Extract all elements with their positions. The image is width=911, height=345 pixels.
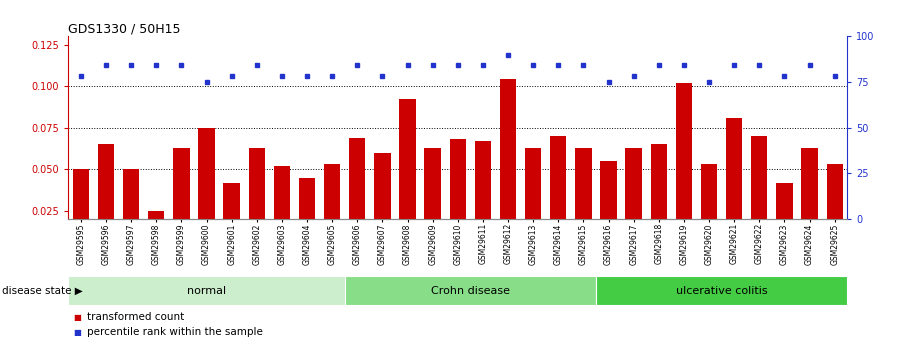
Text: Crohn disease: Crohn disease <box>431 286 510 296</box>
Bar <box>123 169 139 252</box>
Bar <box>752 136 767 252</box>
Text: normal: normal <box>187 286 226 296</box>
Bar <box>826 164 843 252</box>
Text: disease state ▶: disease state ▶ <box>2 286 83 296</box>
Bar <box>676 83 692 252</box>
Text: ulcerative colitis: ulcerative colitis <box>676 286 767 296</box>
Text: percentile rank within the sample: percentile rank within the sample <box>87 327 262 337</box>
Bar <box>199 128 215 252</box>
Bar <box>249 148 265 252</box>
Bar <box>550 136 567 252</box>
Bar <box>575 148 591 252</box>
Bar <box>344 276 596 305</box>
Bar <box>600 161 617 252</box>
Text: ■: ■ <box>73 313 81 322</box>
Bar <box>450 139 466 252</box>
Bar <box>701 164 717 252</box>
Bar <box>97 144 114 252</box>
Bar <box>299 178 315 252</box>
Bar <box>349 138 365 252</box>
Bar <box>525 148 541 252</box>
Bar <box>73 169 89 252</box>
Bar <box>223 183 240 252</box>
Bar <box>596 276 847 305</box>
Bar <box>650 144 667 252</box>
Bar <box>776 183 793 252</box>
Bar <box>148 211 164 252</box>
Bar <box>475 141 491 252</box>
Bar <box>324 164 341 252</box>
Bar <box>374 152 391 252</box>
Bar <box>273 166 290 252</box>
Text: ■: ■ <box>73 328 81 337</box>
Bar <box>68 276 344 305</box>
Bar <box>173 148 189 252</box>
Bar <box>399 99 415 252</box>
Bar <box>626 148 642 252</box>
Bar <box>802 148 818 252</box>
Bar <box>726 118 742 252</box>
Text: GDS1330 / 50H15: GDS1330 / 50H15 <box>67 22 180 35</box>
Text: transformed count: transformed count <box>87 313 184 322</box>
Bar <box>500 79 517 252</box>
Bar <box>425 148 441 252</box>
